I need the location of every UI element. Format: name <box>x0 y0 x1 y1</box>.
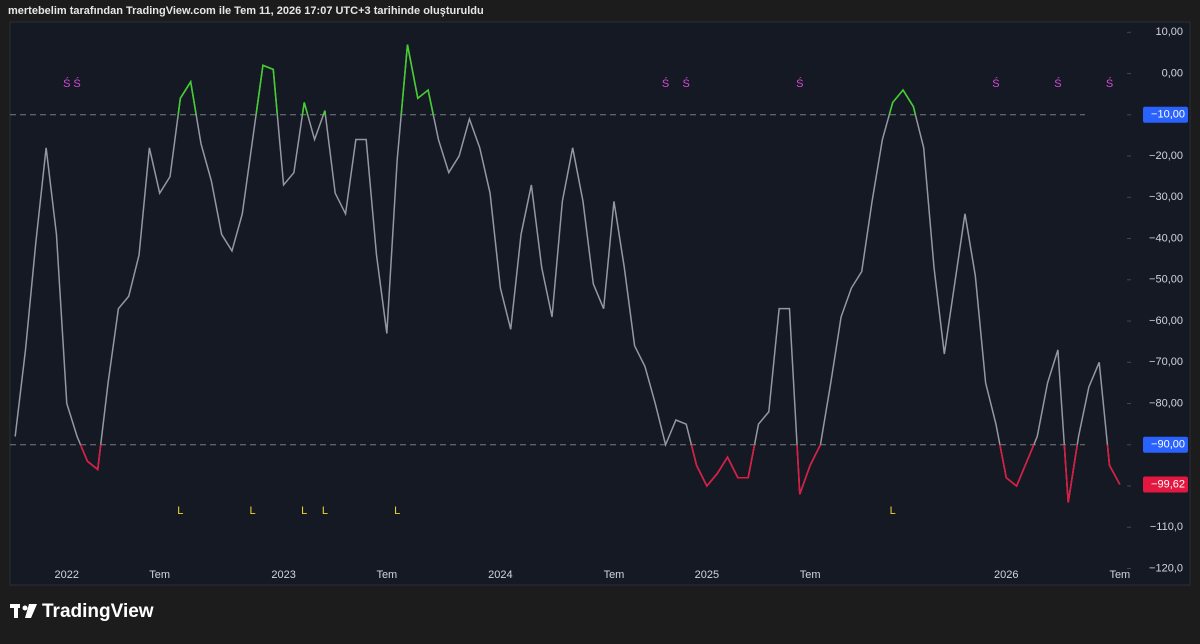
signal-label: Ś <box>796 77 803 90</box>
x-tick-label: 2025 <box>695 569 719 581</box>
y-tick-label: −80,00 <box>1149 397 1183 409</box>
chart-title: mertebelim tarafından TradingView.com il… <box>8 5 484 17</box>
line <box>14 44 1121 503</box>
signal-label: Ś <box>63 77 70 90</box>
x-tick-label: 2022 <box>55 569 79 581</box>
last-value-badge <box>1143 476 1188 493</box>
threshold-badge <box>1143 106 1188 123</box>
line-below <box>79 444 102 471</box>
signal-label: Ś <box>992 77 999 90</box>
y-tick-label: −20,00 <box>1149 150 1183 162</box>
brand: TradingView <box>42 601 154 622</box>
threshold-badge-label: −90,00 <box>1151 439 1185 451</box>
last-value-label: −99,62 <box>1151 478 1185 490</box>
signal-label: Ś <box>1106 77 1113 90</box>
line-below <box>999 444 1035 488</box>
x-tick-label: Tem <box>800 569 821 581</box>
signal-label: L <box>322 505 328 517</box>
y-tick-label: −120,0 <box>1149 562 1183 574</box>
line-above <box>301 102 309 116</box>
x-tick-label: 2023 <box>271 569 295 581</box>
signal-label: L <box>394 505 400 517</box>
signal-label: L <box>301 505 307 517</box>
x-tick-label: Tem <box>1109 569 1130 581</box>
x-tick-label: Tem <box>149 569 170 581</box>
line-below <box>1063 444 1078 503</box>
threshold-badge-label: −10,00 <box>1151 109 1185 121</box>
line-above <box>888 88 917 116</box>
signal-label: Ś <box>683 77 690 90</box>
line-below <box>1106 444 1121 485</box>
x-tick-label: Tem <box>604 569 625 581</box>
line-above <box>400 44 435 115</box>
signal-label: L <box>890 505 896 517</box>
signal-label: Ś <box>1054 77 1061 90</box>
y-tick-label: −40,00 <box>1149 232 1183 244</box>
brand-logo <box>10 604 37 618</box>
y-tick-label: −70,00 <box>1149 356 1183 368</box>
line-above <box>177 79 197 115</box>
y-tick-label: −60,00 <box>1149 315 1183 327</box>
line-below <box>690 444 756 488</box>
y-tick-label: −50,00 <box>1149 274 1183 286</box>
y-tick-label: 0,00 <box>1162 67 1183 79</box>
line-below <box>796 444 822 495</box>
y-tick-label: −110,0 <box>1150 521 1183 533</box>
y-tick-label: 10,00 <box>1155 26 1183 38</box>
line-above <box>255 64 279 115</box>
chart-panel <box>9 21 1191 586</box>
signal-label: L <box>250 505 256 517</box>
threshold-badge <box>1143 436 1188 453</box>
signal-label: L <box>177 505 183 517</box>
signal-label: Ś <box>662 77 669 90</box>
x-tick-label: 2026 <box>994 569 1018 581</box>
y-tick-label: −30,00 <box>1149 191 1183 203</box>
x-tick-label: 2024 <box>488 569 512 581</box>
signal-label: Ś <box>73 77 80 90</box>
line-above <box>322 110 327 116</box>
x-tick-label: Tem <box>376 569 397 581</box>
